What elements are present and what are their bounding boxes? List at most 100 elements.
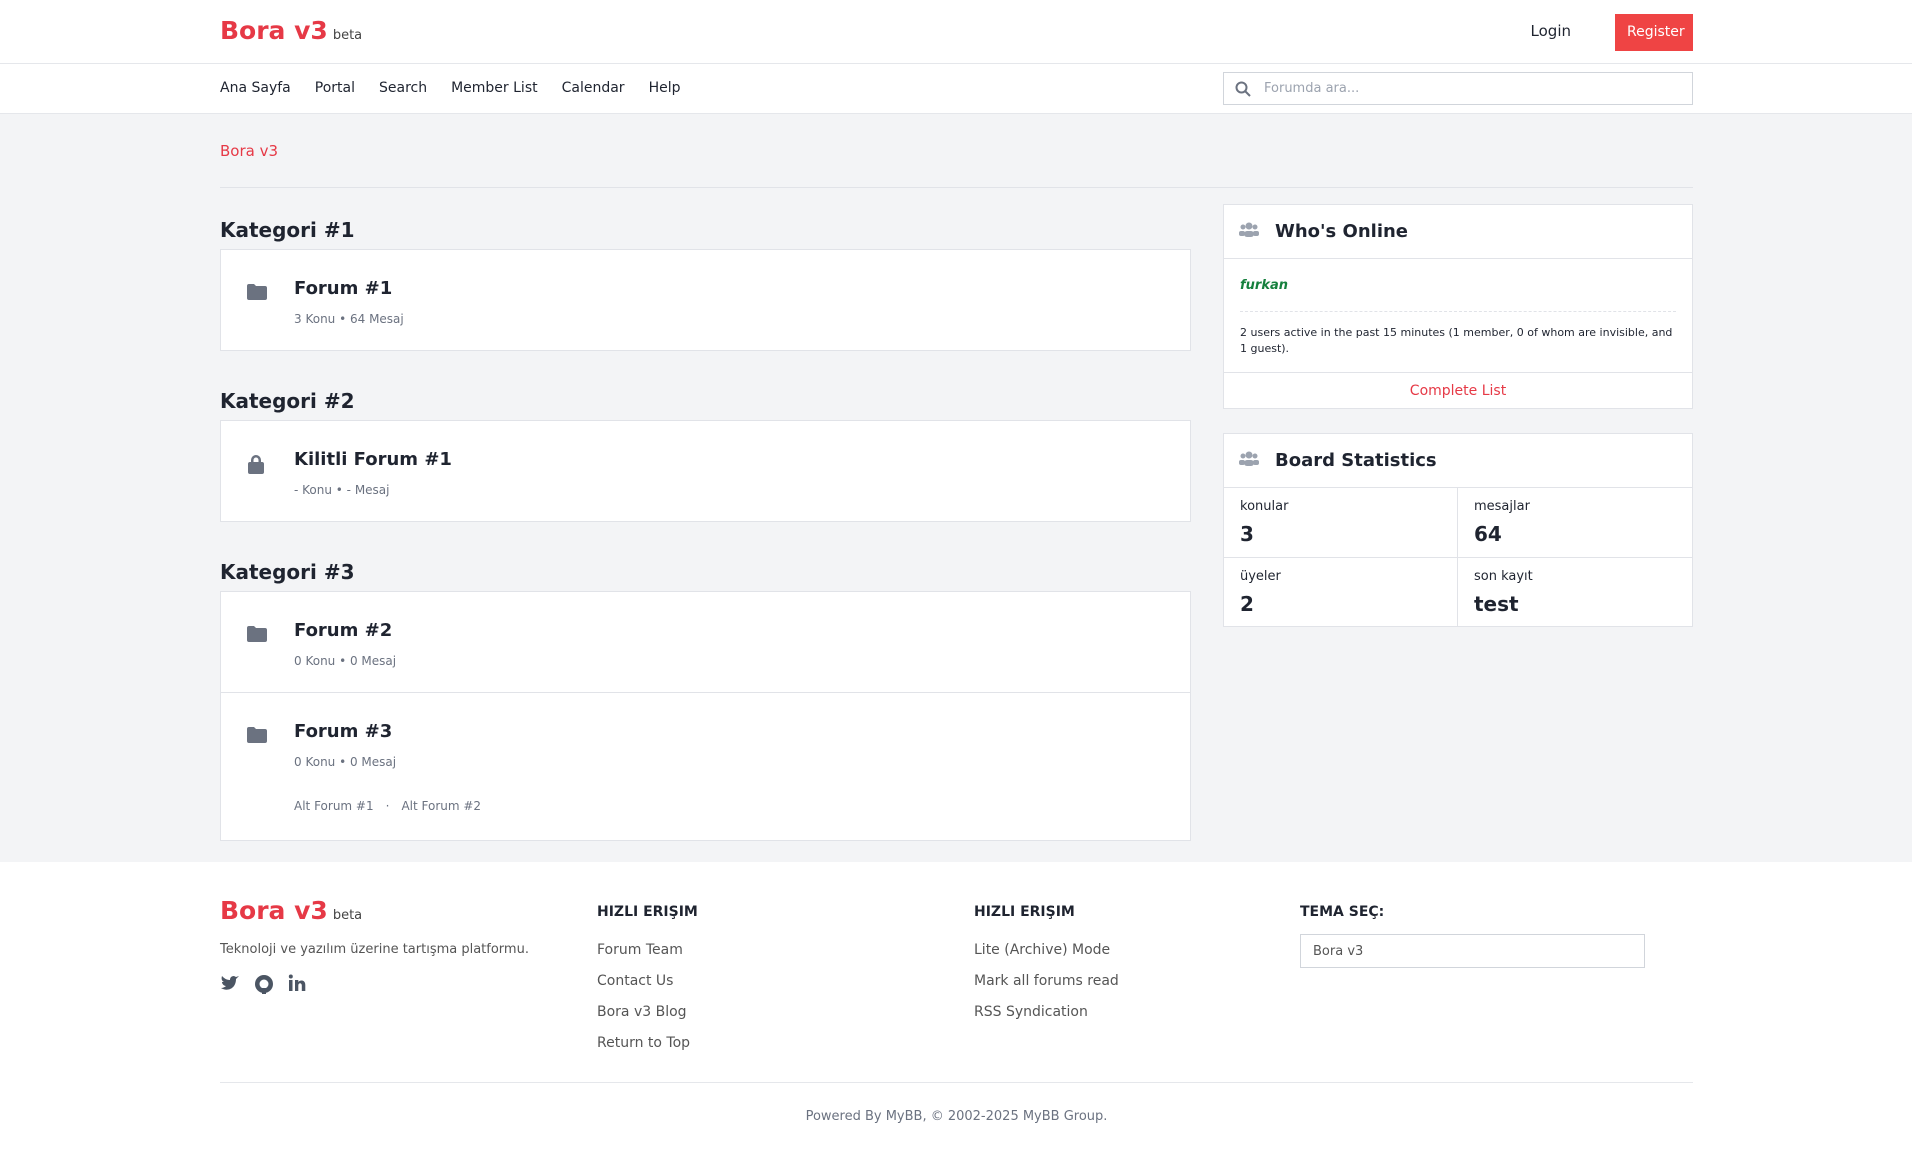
tagline: Teknoloji ve yazılım üzerine tartışma pl… <box>220 942 529 957</box>
folder-icon <box>247 284 267 300</box>
nav-link[interactable]: Calendar <box>561 80 625 96</box>
brand-text[interactable]: Bora v3 <box>220 16 328 45</box>
forum-stats: 0 Konu • 0 Mesaj <box>294 755 397 769</box>
categories: Kategori #1 Forum #1 3 Konu • 64 Mesaj Kate… <box>220 204 1191 865</box>
stat-label: mesajlar <box>1474 499 1530 514</box>
stat-value: 64 <box>1474 522 1502 546</box>
subforums: Alt Forum #1 · Alt Forum #2 <box>294 799 481 813</box>
main: Bora v3 Kategori #1 Forum #1 3 Konu • 64 M… <box>0 114 1912 862</box>
footer-link[interactable]: Bora v3 Blog <box>597 1004 687 1020</box>
brand-text: Bora v3 <box>220 896 328 925</box>
nav-link[interactable]: Help <box>648 80 681 96</box>
category: Kategori #3 Forum #2 0 Konu • 0 Mesaj Forum… <box>220 546 1191 841</box>
forum-list: Forum #1 3 Konu • 64 Mesaj <box>220 249 1191 351</box>
forum-list: Kilitli Forum #1 - Konu • - Mesaj <box>220 420 1191 522</box>
stat-cell: mesajlar 64 <box>1458 488 1692 557</box>
badge: beta <box>332 908 363 923</box>
nav-link[interactable]: Portal <box>314 80 355 96</box>
stat-label: son kayıt <box>1474 569 1533 584</box>
folder-icon <box>247 626 267 642</box>
nav-link[interactable]: Member List <box>451 80 538 96</box>
footer-column: HIZLI ERIŞIM Lite (Archive) Mode Mark all … <box>974 904 1119 1035</box>
footer: Bora v3 beta Teknoloji ve yazılım üzerine… <box>0 862 1912 1160</box>
stat-cell: son kayıt test <box>1458 557 1692 626</box>
breadcrumb[interactable]: Bora v3 <box>220 142 279 160</box>
footer-brand: Bora v3 beta <box>220 896 362 925</box>
folder-icon <box>247 727 267 743</box>
category: Kategori #1 Forum #1 3 Konu • 64 Mesaj <box>220 204 1191 351</box>
forum-stats: 3 Konu • 64 Mesaj <box>294 312 404 326</box>
forum-row: Kilitli Forum #1 - Konu • - Mesaj <box>221 421 1190 521</box>
category-title: Kategori #2 <box>220 389 355 413</box>
footer-link[interactable]: RSS Syndication <box>974 1004 1088 1020</box>
online-user[interactable]: furkan <box>1240 278 1288 293</box>
online-text: 2 users active in the past 15 minutes (1… <box>1240 326 1673 355</box>
board-stats: Board Statistics konular 3 mesajlar 64 üyele… <box>1223 433 1693 627</box>
category-title: Kategori #1 <box>220 218 355 242</box>
copyright: Powered By MyBB, © 2002-2025 MyBB Group. <box>220 1082 1693 1124</box>
register[interactable]: Register <box>1615 14 1693 51</box>
footer-link[interactable]: Forum Team <box>597 942 683 958</box>
stat-cell: konular 3 <box>1224 488 1458 557</box>
footer-link[interactable]: Lite (Archive) Mode <box>974 942 1111 958</box>
separator: · <box>385 799 390 813</box>
nav-link[interactable]: Ana Sayfa <box>220 80 291 96</box>
search[interactable]: Forumda ara... <box>1223 72 1693 105</box>
footer-link[interactable]: Mark all forums read <box>974 973 1119 989</box>
footer-column: HIZLI ERIŞIM Forum Team Contact Us Bora v3 … <box>597 904 698 1066</box>
twitter-icon[interactable] <box>220 974 240 992</box>
users-icon <box>1239 451 1259 466</box>
forum-row: Forum #1 3 Konu • 64 Mesaj <box>221 250 1190 350</box>
stat-cell: üyeler 2 <box>1224 557 1458 626</box>
nav-items: Ana Sayfa Portal Search Member List Calendar… <box>220 80 680 96</box>
stats-grid: konular 3 mesajlar 64 üyeler 2 son kayıt test <box>1224 488 1692 626</box>
brand[interactable]: Bora v3 beta <box>220 16 362 45</box>
login[interactable]: Login <box>1530 22 1571 40</box>
forum-stats: - Konu • - Mesaj <box>294 483 390 497</box>
users-icon <box>1239 222 1259 237</box>
forum-list: Forum #2 0 Konu • 0 Mesaj Forum #3 0 Konu •… <box>220 591 1191 841</box>
category: Kategori #2 Kilitli Forum #1 - Konu • - Me… <box>220 375 1191 522</box>
forum-name[interactable]: Forum #3 <box>294 721 393 742</box>
stat-value: test <box>1474 592 1519 616</box>
forum-row: Forum #3 0 Konu • 0 Mesaj Alt Forum #1 · Alt… <box>221 692 1190 840</box>
search-placeholder: Forumda ara... <box>1264 81 1360 96</box>
footer-link[interactable]: Contact Us <box>597 973 674 989</box>
complete-list[interactable]: Complete List <box>1224 372 1692 408</box>
linkedin-icon[interactable] <box>288 974 306 992</box>
badge: beta <box>332 28 363 43</box>
nav: Ana Sayfa Portal Search Member List Calendar… <box>0 64 1912 114</box>
box-header: Board Statistics <box>1224 434 1692 488</box>
column-title: TEMA SEÇ: <box>1300 904 1385 920</box>
category-title: Kategori #3 <box>220 560 355 584</box>
forum-row: Forum #2 0 Konu • 0 Mesaj <box>221 592 1190 692</box>
footer-link[interactable]: Return to Top <box>597 1035 691 1051</box>
nav-link[interactable]: Search <box>378 80 428 96</box>
search-icon <box>1235 81 1251 97</box>
box-header: Who's Online <box>1224 205 1692 259</box>
stat-value: 3 <box>1240 522 1254 546</box>
subforum-link[interactable]: Alt Forum #2 <box>401 799 482 813</box>
theme: TEMA SEÇ: Bora v3 <box>1300 904 1645 983</box>
stat-value: 2 <box>1240 592 1254 616</box>
divider <box>220 187 1693 188</box>
sidebar: Who's Online furkan 2 users active in th… <box>1223 204 1693 651</box>
github-icon[interactable] <box>254 974 274 994</box>
forum-name[interactable]: Kilitli Forum #1 <box>294 449 452 470</box>
lock-icon <box>248 455 264 474</box>
subforum-link[interactable]: Alt Forum #1 <box>294 799 374 813</box>
forum-name[interactable]: Forum #2 <box>294 620 393 641</box>
who-online: Who's Online furkan 2 users active in th… <box>1223 204 1693 409</box>
divider <box>1240 311 1676 312</box>
stat-label: üyeler <box>1240 569 1281 584</box>
theme-select[interactable]: Bora v3 <box>1300 934 1645 968</box>
forum-stats: 0 Konu • 0 Mesaj <box>294 654 397 668</box>
header: Bora v3 beta Login Register <box>0 0 1912 64</box>
column-title: HIZLI ERIŞIM <box>597 904 698 920</box>
box-title: Who's Online <box>1275 221 1409 242</box>
stat-label: konular <box>1240 499 1289 514</box>
social <box>220 974 306 994</box>
forum-name[interactable]: Forum #1 <box>294 278 393 299</box>
